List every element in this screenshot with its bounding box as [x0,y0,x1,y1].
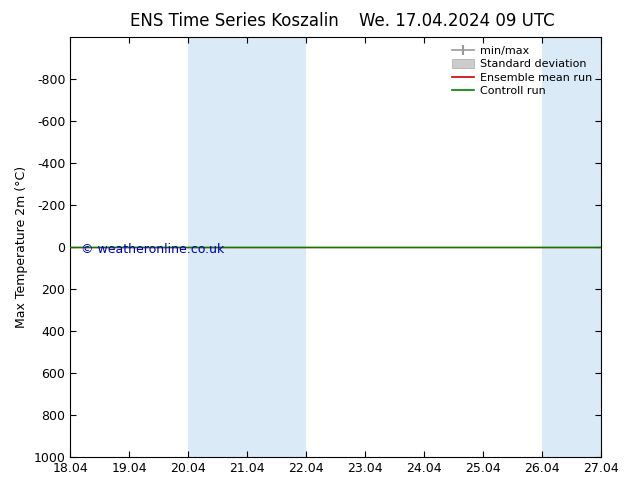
Bar [542,37,601,457]
Legend: min/max, Standard deviation, Ensemble mean run, Controll run: min/max, Standard deviation, Ensemble me… [449,43,595,100]
Text: © weatheronline.co.uk: © weatheronline.co.uk [81,243,224,256]
Bar [188,37,306,457]
Y-axis label: Max Temperature 2m (°C): Max Temperature 2m (°C) [15,166,28,328]
Text: ENS Time Series Koszalin: ENS Time Series Koszalin [130,12,339,30]
Text: We. 17.04.2024 09 UTC: We. 17.04.2024 09 UTC [359,12,554,30]
